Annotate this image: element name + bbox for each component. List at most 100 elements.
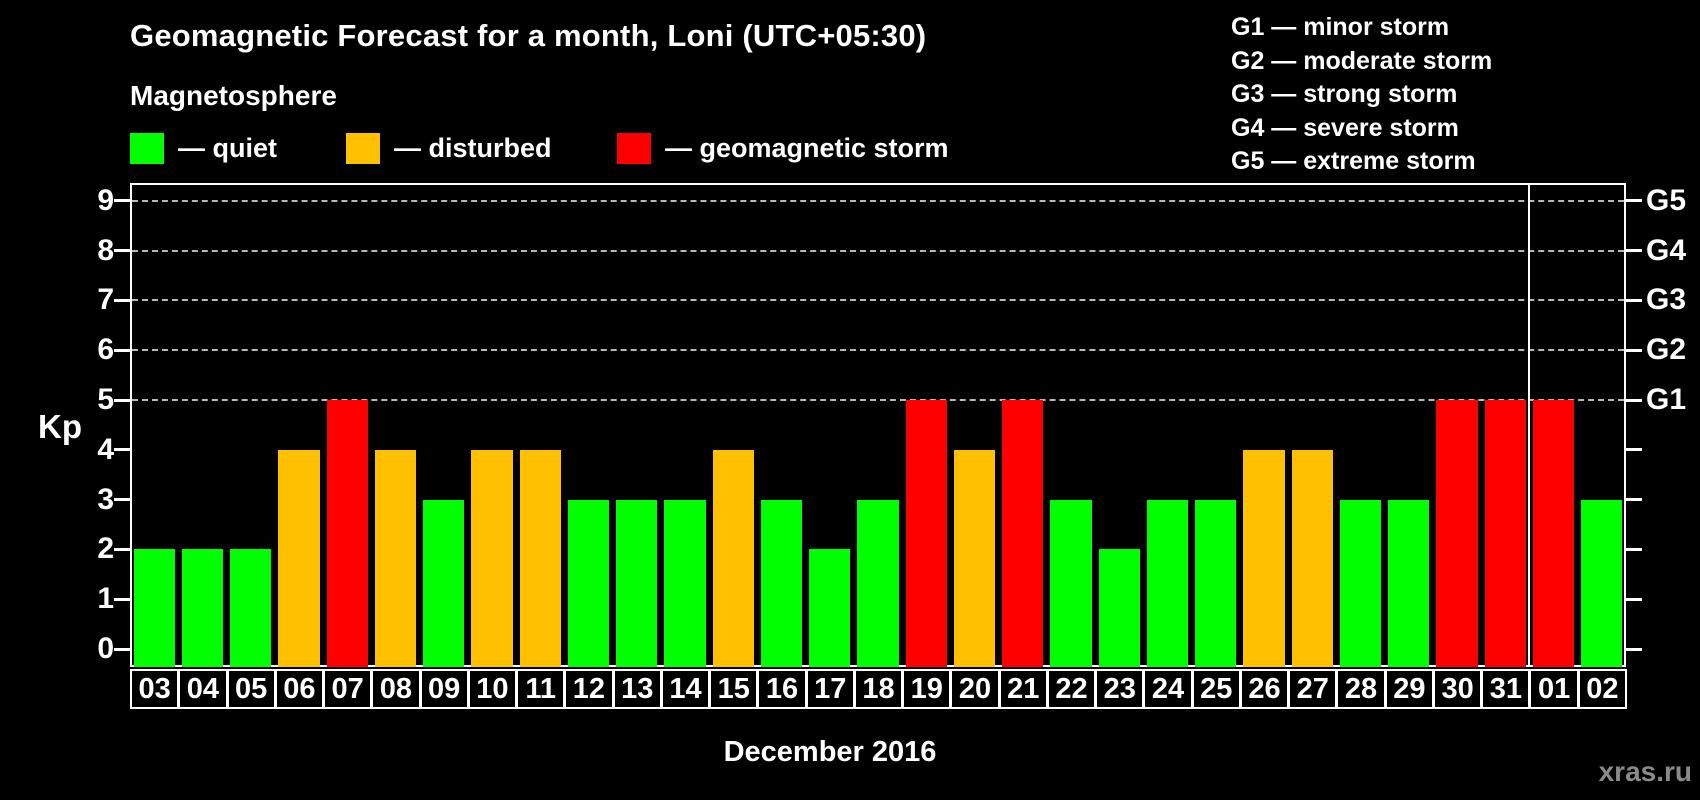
storm-legend-swatch <box>617 133 651 164</box>
y-axis-tick-8 <box>114 249 130 253</box>
g4-legend-line: G4 — severe storm <box>1231 113 1459 142</box>
storm-scale-legend: G1 — minor storm G2 — moderate storm G3 … <box>1231 11 1492 179</box>
x-tick-label-day-13: 13 <box>612 669 662 709</box>
y-axis-tick-label-8: 8 <box>97 233 114 267</box>
x-tick-label-day-06: 06 <box>274 669 325 709</box>
x-tick-label-day-26: 26 <box>1239 669 1290 709</box>
right-axis-tick-6 <box>1626 348 1642 352</box>
kp-bar-day-03 <box>133 549 175 667</box>
x-tick-label-day-17: 17 <box>805 669 855 709</box>
g5-legend-line: G5 — extreme storm <box>1231 147 1476 176</box>
y-axis-tick-5 <box>114 398 130 402</box>
disturbed-legend-label: — disturbed <box>394 133 552 163</box>
kp-bar-day-07 <box>326 400 368 667</box>
x-tick-label-day-27: 27 <box>1288 669 1338 709</box>
kp-bar-day-31 <box>1484 400 1526 667</box>
storm-legend-label: — geomagnetic storm <box>665 133 949 163</box>
g2-legend-line: G2 — moderate storm <box>1231 46 1493 75</box>
kp-bar-day-14 <box>664 499 706 667</box>
y-axis-tick-4 <box>114 448 130 452</box>
kp-bar-day-06 <box>278 449 320 667</box>
y-axis-tick-label-1: 1 <box>97 582 114 616</box>
y-axis-tick-label-0: 0 <box>97 632 114 665</box>
x-tick-label-day-10: 10 <box>467 669 518 709</box>
x-tick-label-day-28: 28 <box>1336 669 1386 709</box>
x-tick-label-day-18: 18 <box>853 669 904 709</box>
x-tick-label-day-01: 01 <box>1529 669 1579 709</box>
kp-bar-day-18 <box>857 499 899 667</box>
y-axis-tick-9 <box>114 199 130 203</box>
month-separator-line <box>1528 183 1531 667</box>
right-axis-tick-2 <box>1626 547 1642 551</box>
x-tick-label-day-03: 03 <box>130 669 180 709</box>
kp-bar-day-20 <box>953 449 996 667</box>
right-axis-label-g5: G5 <box>1646 183 1687 217</box>
kp-bar-day-15 <box>712 449 754 667</box>
y-axis-tick-label-5: 5 <box>97 383 114 416</box>
x-tick-label-day-25: 25 <box>1191 669 1241 709</box>
right-axis-tick-9 <box>1626 199 1642 203</box>
y-axis-tick-label-7: 7 <box>97 283 114 317</box>
quiet-legend-swatch <box>130 133 164 164</box>
x-tick-label-day-07: 07 <box>323 669 373 709</box>
x-tick-label-day-15: 15 <box>709 669 759 709</box>
y-axis-tick-label-2: 2 <box>97 532 114 566</box>
gridline-kp7 <box>132 299 1624 302</box>
right-axis-label-g4: G4 <box>1646 233 1687 267</box>
kp-bar-day-21 <box>1002 400 1044 667</box>
x-tick-label-day-20: 20 <box>950 669 1000 709</box>
y-axis-tick-7 <box>114 298 130 302</box>
x-tick-label-day-09: 09 <box>419 669 469 709</box>
y-axis-title: Kp <box>38 408 82 445</box>
kp-bar-day-12 <box>567 499 610 667</box>
y-axis-tick-1 <box>114 597 130 601</box>
y-axis-tick-6 <box>114 348 130 352</box>
y-axis-tick-label-9: 9 <box>97 183 114 217</box>
gridline-kp8 <box>132 249 1624 252</box>
kp-bar-day-23 <box>1098 549 1140 667</box>
y-axis-tick-0 <box>114 647 130 651</box>
y-axis-tick-3 <box>114 498 130 502</box>
x-tick-label-day-16: 16 <box>757 669 807 709</box>
kp-bar-day-13 <box>616 499 658 667</box>
right-axis-tick-0 <box>1626 647 1642 651</box>
x-tick-label-day-23: 23 <box>1095 669 1145 709</box>
kp-bar-day-26 <box>1243 449 1285 667</box>
right-axis-tick-8 <box>1626 249 1642 253</box>
right-axis-tick-4 <box>1626 448 1642 452</box>
x-tick-label-day-04: 04 <box>178 669 228 709</box>
page-title: Geomagnetic Forecast for a month, Loni (… <box>130 18 927 53</box>
right-axis-label-g1: G1 <box>1646 383 1687 416</box>
kp-bar-day-01 <box>1532 400 1575 667</box>
gridline-kp6 <box>132 349 1624 352</box>
x-tick-label-day-31: 31 <box>1481 669 1531 709</box>
g1-legend-line: G1 — minor storm <box>1231 13 1450 41</box>
disturbed-legend-swatch <box>346 133 380 164</box>
kp-bar-day-27 <box>1291 449 1333 667</box>
quiet-legend-label: — quiet <box>178 133 277 163</box>
right-axis-tick-1 <box>1626 597 1642 601</box>
g3-legend-line: G3 — strong storm <box>1231 80 1458 109</box>
x-tick-label-day-22: 22 <box>1046 669 1097 709</box>
x-tick-label-day-02: 02 <box>1577 669 1627 709</box>
y-axis-tick-label-3: 3 <box>97 482 114 516</box>
gridline-kp5 <box>132 399 1624 401</box>
x-tick-label-day-14: 14 <box>660 669 711 709</box>
y-axis-tick-2 <box>114 547 130 551</box>
x-axis-month-label: December 2016 <box>723 736 937 768</box>
kp-bar-day-09 <box>423 499 465 667</box>
kp-bar-day-28 <box>1339 499 1382 667</box>
kp-bar-day-10 <box>471 449 513 667</box>
kp-bar-day-16 <box>760 499 803 667</box>
kp-bar-day-19 <box>905 400 947 667</box>
x-tick-label-day-24: 24 <box>1143 669 1193 709</box>
kp-bar-day-02 <box>1581 499 1623 667</box>
kp-bar-day-24 <box>1146 499 1189 667</box>
right-axis-label-g3: G3 <box>1646 283 1687 317</box>
right-axis-label-g2: G2 <box>1646 333 1687 367</box>
kp-bar-day-29 <box>1388 499 1430 667</box>
right-axis-tick-3 <box>1626 498 1642 502</box>
x-tick-label-day-19: 19 <box>902 669 952 709</box>
kp-bar-day-11 <box>519 449 561 667</box>
